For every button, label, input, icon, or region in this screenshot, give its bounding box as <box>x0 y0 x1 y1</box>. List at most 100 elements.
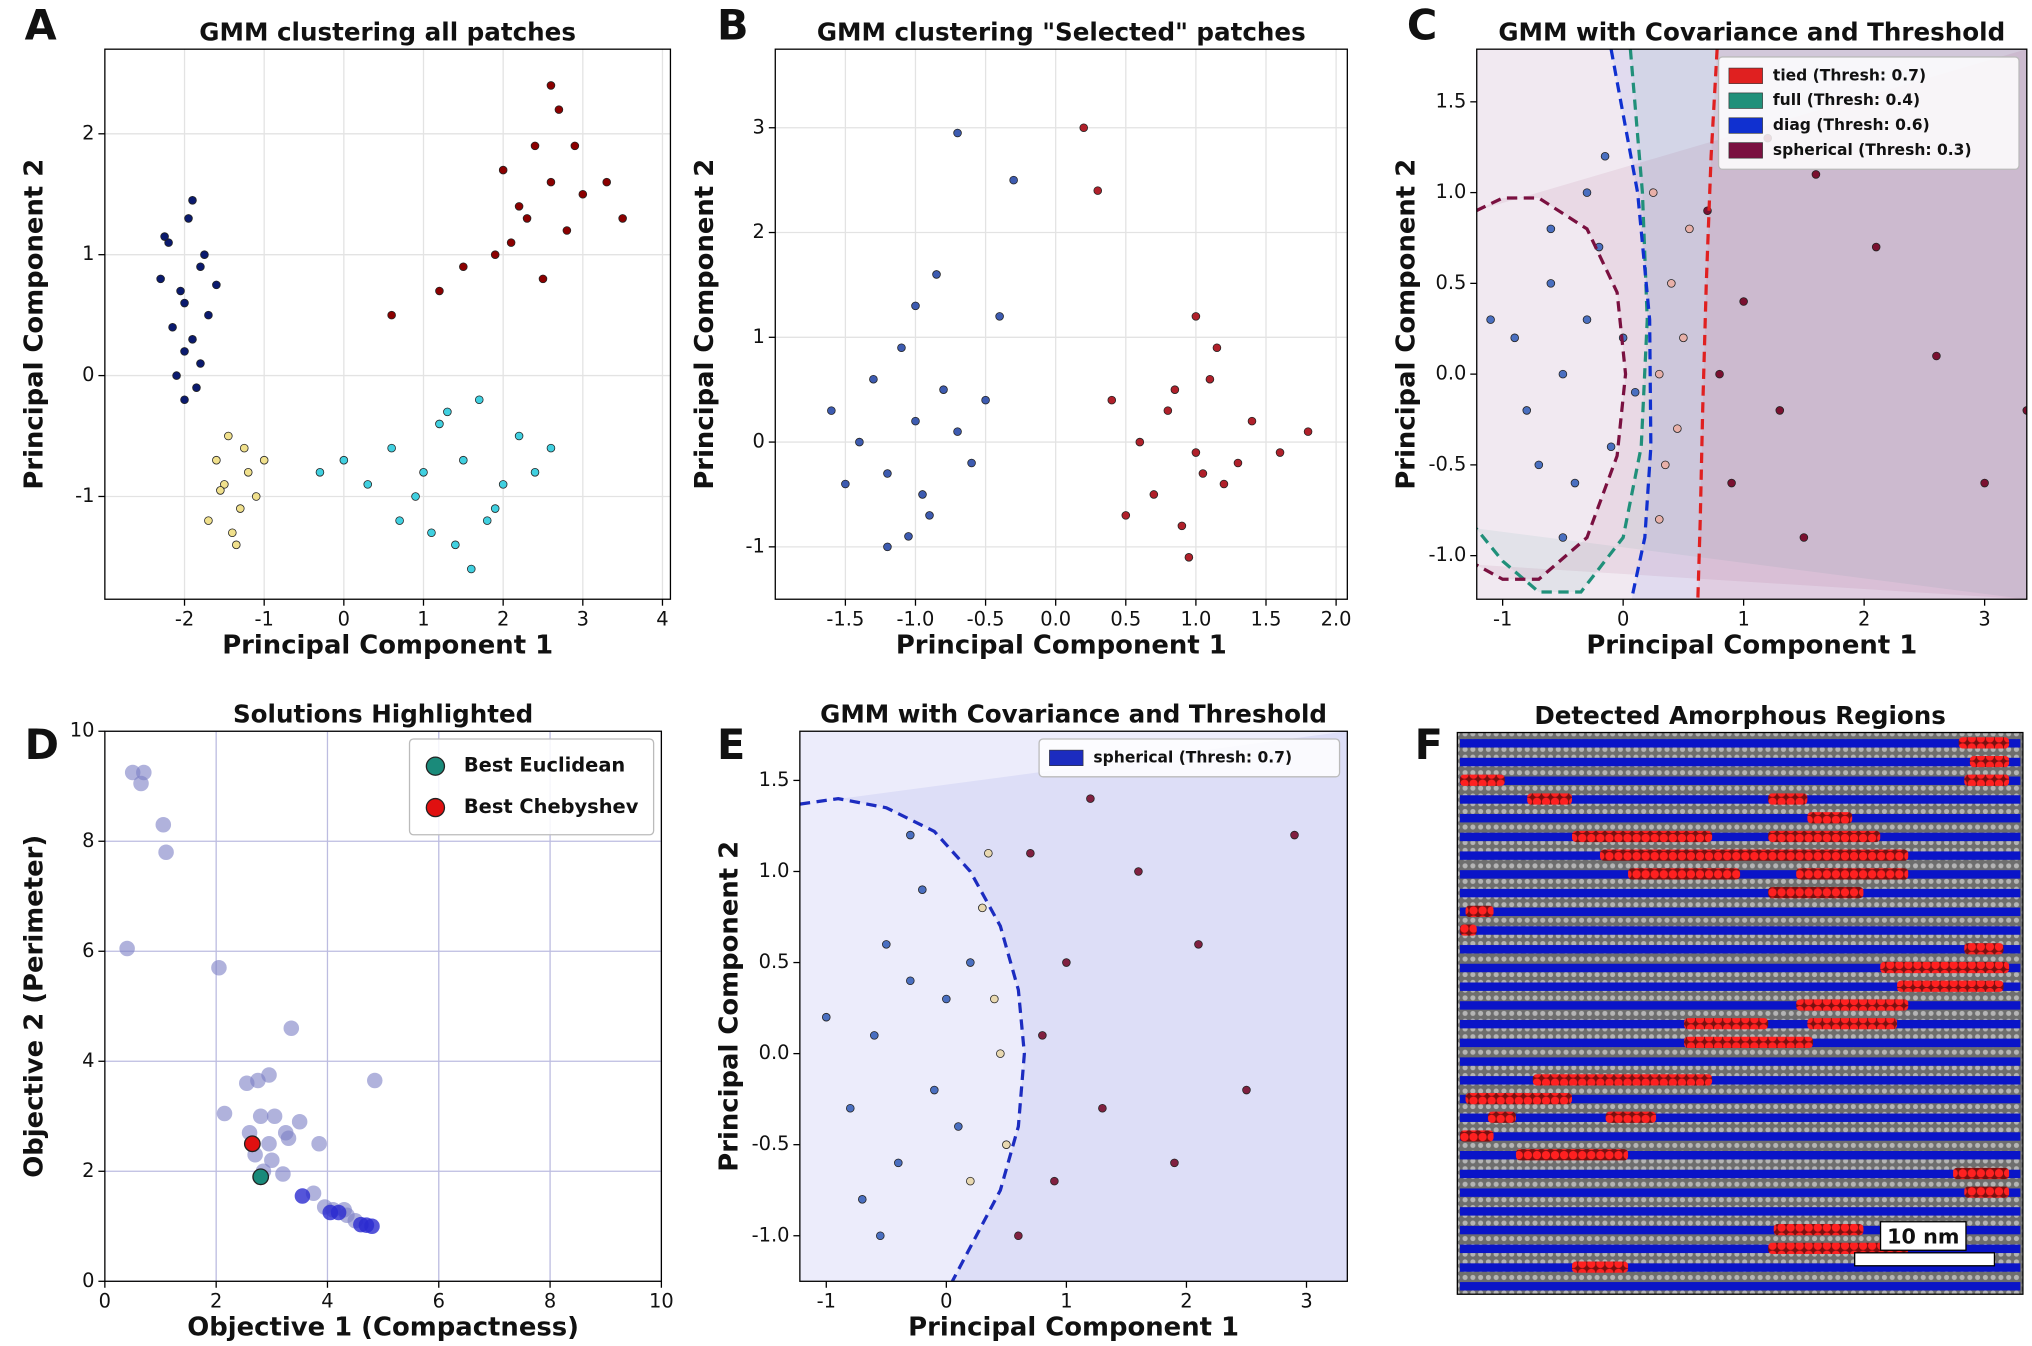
y-tick-label: 4 <box>82 1049 94 1072</box>
point <box>1233 458 1243 468</box>
point <box>196 262 205 272</box>
x-tick-label: 1 <box>1060 1289 1072 1312</box>
point <box>1242 1085 1251 1095</box>
lattice-row <box>1459 945 2021 954</box>
amorphous-region <box>1768 1242 1909 1254</box>
point <box>243 468 253 477</box>
point <box>243 1135 261 1153</box>
point <box>1086 794 1095 803</box>
amorphous-region <box>1964 774 2010 786</box>
y-tick-label: -1 <box>746 534 765 557</box>
plot-frame <box>774 48 1348 600</box>
panel-label: E <box>717 721 745 769</box>
x-tick-label: 2 <box>497 607 509 630</box>
point <box>1149 490 1159 499</box>
point <box>530 141 540 151</box>
point <box>1098 1103 1107 1113</box>
point <box>1205 374 1215 384</box>
point <box>546 81 556 90</box>
point <box>925 511 934 520</box>
lattice-row <box>1459 813 2021 823</box>
point <box>1009 175 1018 185</box>
point <box>966 1176 975 1186</box>
point <box>904 532 913 541</box>
point <box>498 165 508 175</box>
point <box>216 1105 233 1122</box>
point <box>1739 297 1748 306</box>
amorphous-region <box>1897 980 2004 992</box>
point <box>918 490 927 499</box>
point <box>1811 170 1821 179</box>
point <box>172 371 181 380</box>
legend-marker <box>1728 117 1763 134</box>
lattice-row <box>1459 1113 2021 1122</box>
point <box>990 994 999 1004</box>
point <box>1184 553 1194 562</box>
lattice-row <box>1459 1244 2021 1254</box>
amorphous-region <box>1684 1036 1813 1049</box>
plot-frame <box>1476 48 2028 600</box>
x-tick-label: 4 <box>656 607 668 630</box>
amorphous-region <box>1459 774 1505 786</box>
x-tick-label: 3 <box>1978 607 1990 630</box>
point <box>204 516 213 525</box>
point <box>858 1195 867 1204</box>
point <box>995 312 1004 321</box>
x-tick-label: -2 <box>175 607 194 630</box>
point <box>411 492 420 501</box>
point <box>1170 1158 1179 1168</box>
point <box>419 468 428 477</box>
y-tick-label: 6 <box>82 939 94 962</box>
chart-title: GMM with Covariance and Threshold <box>1498 18 2005 47</box>
y-tick-label: 1.5 <box>759 768 790 791</box>
point <box>1062 958 1071 967</box>
panel-label: D <box>25 721 59 769</box>
legend: tied (Thresh: 0.7) full (Thresh: 0.4) diag… <box>1717 56 2020 170</box>
amorphous-region <box>1684 1018 1769 1030</box>
plot-background <box>799 731 1348 1282</box>
point <box>514 431 524 441</box>
point <box>911 301 920 311</box>
point <box>280 1130 297 1147</box>
point <box>251 492 261 501</box>
point <box>869 374 878 384</box>
point <box>275 1166 291 1182</box>
x-tick-label: -0.5 <box>967 607 1005 630</box>
x-tick-label: 0.0 <box>1040 607 1071 630</box>
point <box>451 540 460 550</box>
y-tick-label: 1.5 <box>1436 89 1467 112</box>
point <box>220 480 229 489</box>
x-tick-label: 0 <box>338 607 350 630</box>
amorphous-region <box>1796 999 1909 1011</box>
point <box>315 468 325 477</box>
point <box>1177 521 1187 531</box>
point <box>1134 867 1143 876</box>
point <box>1170 385 1180 394</box>
point <box>1630 388 1640 397</box>
point <box>261 1067 277 1083</box>
point <box>930 1085 939 1095</box>
y-tick-label: 2 <box>82 1159 94 1182</box>
y-tick-label: -0.5 <box>1429 452 1467 475</box>
point <box>2022 406 2027 415</box>
y-axis-label: Principal Component 2 <box>690 159 720 490</box>
amorphous-region <box>1572 1261 1629 1273</box>
y-tick-label: -1.0 <box>752 1223 790 1246</box>
amorphous-region <box>1515 1149 1629 1161</box>
y-tick-label: 3 <box>753 115 765 138</box>
point <box>1648 188 1658 197</box>
point <box>882 940 891 949</box>
y-tick-label: 8 <box>82 829 94 852</box>
point <box>1655 369 1664 379</box>
scale-bar <box>1854 1252 1996 1267</box>
point <box>618 214 627 223</box>
legend-marker <box>1728 67 1763 84</box>
legend-label: spherical (Thresh: 0.7) <box>1093 748 1292 766</box>
panel-label: A <box>25 1 57 49</box>
x-tick-label: -1 <box>817 1289 836 1312</box>
point <box>918 885 927 894</box>
lattice-row <box>1459 907 2021 917</box>
legend-box <box>1038 738 1341 778</box>
point <box>133 775 149 792</box>
point <box>546 443 556 453</box>
